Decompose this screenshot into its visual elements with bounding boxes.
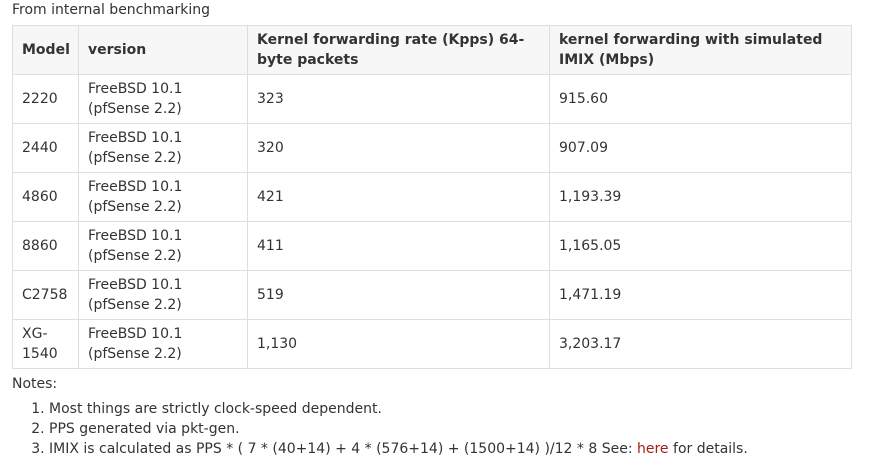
cell-model-text: 2440 <box>22 140 58 156</box>
benchmark-table: Model version Kernel forwarding rate (Kp… <box>12 25 852 369</box>
cell-kpps: 1,130 <box>247 319 550 369</box>
cell-imix-text: 1,165.05 <box>559 238 622 254</box>
cell-kpps-text: 421 <box>257 189 284 205</box>
cell-version-text: (pfSense 2.2) <box>88 150 182 166</box>
header-imix: kernel forwarding with simulated IMIX (M… <box>549 25 852 75</box>
table-row: 2440 FreeBSD 10.1 (pfSense 2.2) 320 907.09 <box>12 123 852 173</box>
notes-title: Notes: <box>12 376 58 392</box>
cell-kpps: 519 <box>247 270 550 320</box>
cell-kpps: 421 <box>247 172 550 222</box>
cell-version-text: (pfSense 2.2) <box>88 199 182 215</box>
note-item: Most things are strictly clock-speed dep… <box>49 399 748 419</box>
cell-model-text: C2758 <box>22 287 68 303</box>
table-row: 8860 FreeBSD 10.1 (pfSense 2.2) 411 1,165.05 <box>12 221 852 271</box>
cell-imix-text: 915.60 <box>559 91 608 107</box>
cell-kpps: 320 <box>247 123 550 173</box>
cell-kpps-text: 1,130 <box>257 336 298 352</box>
header-version: version <box>78 25 248 75</box>
cell-model: 8860 <box>12 221 79 271</box>
cell-imix-text: 907.09 <box>559 140 608 156</box>
cell-version: FreeBSD 10.1 (pfSense 2.2) <box>78 123 248 173</box>
cell-kpps: 323 <box>247 74 550 124</box>
cell-version-text: FreeBSD 10.1 <box>88 179 183 195</box>
cell-model-text: XG-1540 <box>22 326 58 362</box>
table-row: XG-1540 FreeBSD 10.1 (pfSense 2.2) 1,130 3,2… <box>12 319 852 369</box>
cell-imix-text: 1,471.19 <box>559 287 622 303</box>
cell-version-text: FreeBSD 10.1 <box>88 228 183 244</box>
table-row: 2220 FreeBSD 10.1 (pfSense 2.2) 323 915.60 <box>12 74 852 124</box>
cell-version: FreeBSD 10.1 (pfSense 2.2) <box>78 221 248 271</box>
table-body: 2220 FreeBSD 10.1 (pfSense 2.2) 323 915.60 24… <box>12 74 852 369</box>
table-caption: From internal benchmarking <box>12 2 210 18</box>
cell-version: FreeBSD 10.1 (pfSense 2.2) <box>78 74 248 124</box>
cell-kpps-text: 519 <box>257 287 284 303</box>
table-header-row: Model version Kernel forwarding rate (Kp… <box>12 25 852 75</box>
note-item-imix: IMIX is calculated as PPS * ( 7 * (40+14… <box>49 439 748 459</box>
notes-list: Most things are strictly clock-speed dep… <box>12 399 748 459</box>
cell-version-text: (pfSense 2.2) <box>88 248 182 264</box>
cell-imix: 915.60 <box>549 74 852 124</box>
details-link[interactable]: here <box>637 441 669 457</box>
cell-model-text: 2220 <box>22 91 58 107</box>
cell-imix: 1,165.05 <box>549 221 852 271</box>
cell-model: 2440 <box>12 123 79 173</box>
cell-model-text: 8860 <box>22 238 58 254</box>
cell-model: 2220 <box>12 74 79 124</box>
cell-version-text: (pfSense 2.2) <box>88 297 182 313</box>
cell-version-text: (pfSense 2.2) <box>88 346 182 362</box>
cell-model: 4860 <box>12 172 79 222</box>
cell-version: FreeBSD 10.1 (pfSense 2.2) <box>78 270 248 320</box>
cell-version-text: FreeBSD 10.1 <box>88 130 183 146</box>
cell-imix: 1,193.39 <box>549 172 852 222</box>
cell-version: FreeBSD 10.1 (pfSense 2.2) <box>78 319 248 369</box>
cell-version-text: FreeBSD 10.1 <box>88 81 183 97</box>
cell-imix: 1,471.19 <box>549 270 852 320</box>
cell-version: FreeBSD 10.1 (pfSense 2.2) <box>78 172 248 222</box>
cell-kpps: 411 <box>247 221 550 271</box>
cell-imix-text: 1,193.39 <box>559 189 622 205</box>
cell-kpps-text: 323 <box>257 91 284 107</box>
cell-kpps-text: 411 <box>257 238 284 254</box>
cell-version-text: (pfSense 2.2) <box>88 101 182 117</box>
cell-model-text: 4860 <box>22 189 58 205</box>
cell-kpps-text: 320 <box>257 140 284 156</box>
note-item: PPS generated via pkt-gen. <box>49 419 748 439</box>
header-model: Model <box>12 25 79 75</box>
note-text: for details. <box>668 441 748 457</box>
cell-imix: 907.09 <box>549 123 852 173</box>
cell-model: XG-1540 <box>12 319 79 369</box>
cell-imix-text: 3,203.17 <box>559 336 622 352</box>
table-row: C2758 FreeBSD 10.1 (pfSense 2.2) 519 1,471.1… <box>12 270 852 320</box>
cell-version-text: FreeBSD 10.1 <box>88 277 183 293</box>
note-text: IMIX is calculated as PPS * ( 7 * (40+14… <box>49 441 637 457</box>
cell-model: C2758 <box>12 270 79 320</box>
cell-imix: 3,203.17 <box>549 319 852 369</box>
cell-version-text: FreeBSD 10.1 <box>88 326 183 342</box>
header-kpps: Kernel forwarding rate (Kpps) 64-byte pa… <box>247 25 550 75</box>
table-row: 4860 FreeBSD 10.1 (pfSense 2.2) 421 1,193.39 <box>12 172 852 222</box>
